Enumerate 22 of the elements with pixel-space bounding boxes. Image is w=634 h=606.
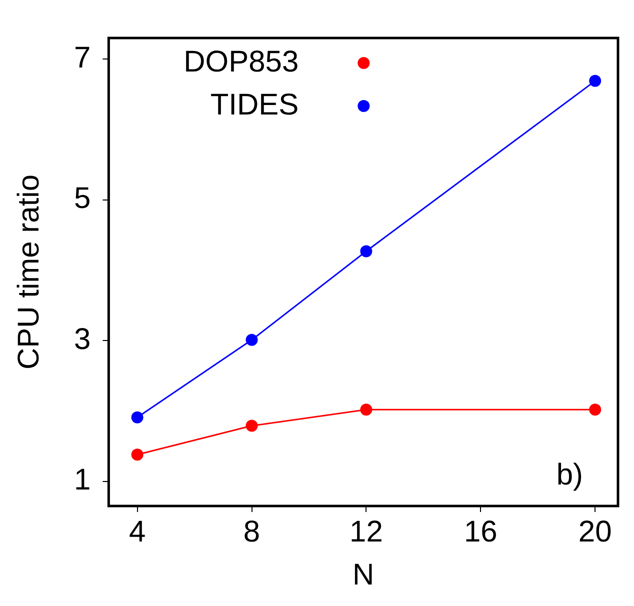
y-axis-title: CPU time ratio xyxy=(12,174,46,370)
y-tick-label: 5 xyxy=(74,182,91,216)
x-tick-label: 12 xyxy=(350,515,383,548)
x-axis-title: N xyxy=(352,558,374,592)
point xyxy=(360,404,372,416)
legend-label: DOP853 xyxy=(184,45,299,78)
point xyxy=(131,411,144,424)
point xyxy=(360,245,372,258)
x-tick-label: 16 xyxy=(464,515,498,548)
legend-label: TIDES xyxy=(210,88,299,122)
x-tick-label: 8 xyxy=(243,515,260,548)
point xyxy=(246,334,258,346)
y-tick-label: 3 xyxy=(74,322,91,356)
point xyxy=(589,404,602,416)
point xyxy=(246,420,258,432)
annotation: b) xyxy=(556,458,583,492)
y-tick-label: 7 xyxy=(74,41,91,74)
y-tick-label: 1 xyxy=(74,464,91,497)
point xyxy=(589,74,602,87)
x-tick-label: 4 xyxy=(128,515,146,548)
point xyxy=(131,448,144,461)
x-tick-label: 20 xyxy=(578,515,612,548)
